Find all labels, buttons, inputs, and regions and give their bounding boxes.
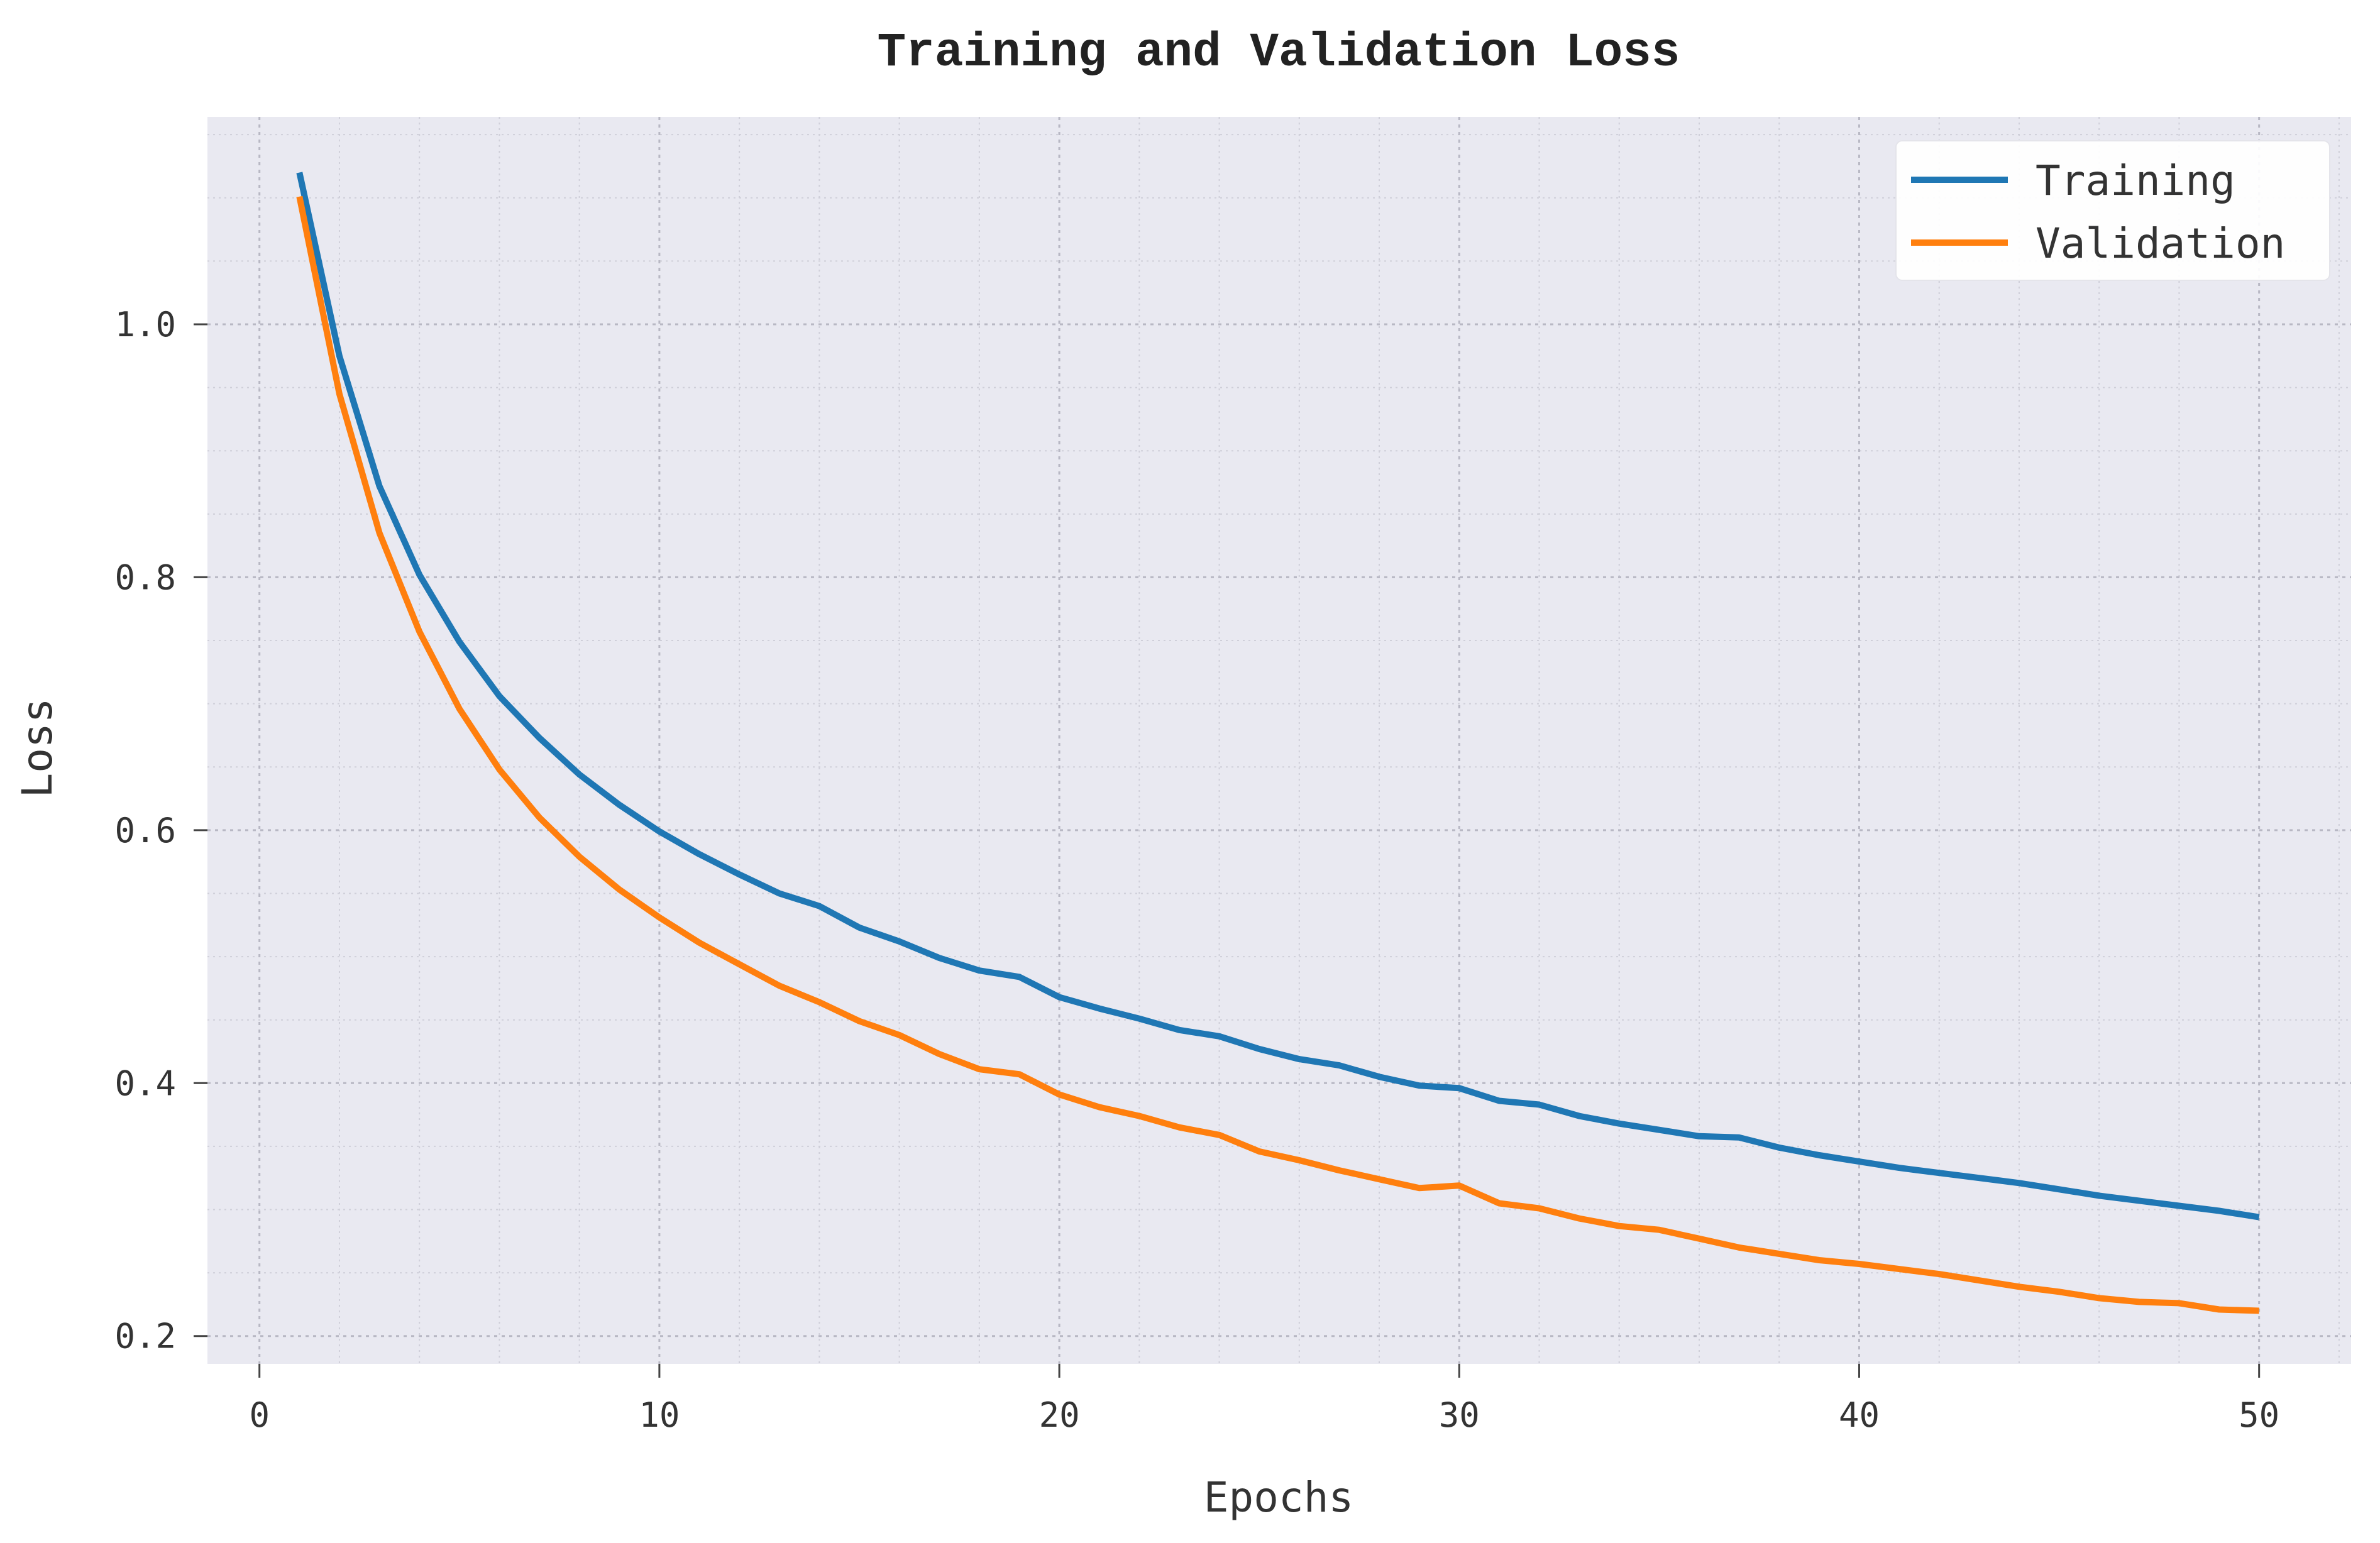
series-line-training [296,172,2260,1221]
x-tick-label: 50 [2239,1395,2279,1435]
x-tick-label: 30 [1439,1395,1480,1435]
y-tick-label: 1.0 [114,305,176,344]
y-axis-label: Loss [13,698,62,798]
series-line-validation [296,195,2259,1314]
x-tick-label: 20 [1039,1395,1080,1435]
plot-background [207,117,2351,1364]
legend-label-validation: Validation [2036,219,2285,268]
minor-grid [207,117,2351,1364]
y-tick-label: 0.4 [114,1063,176,1103]
x-tick-label: 0 [249,1395,270,1435]
y-tick-label: 0.6 [114,811,176,850]
axes: 0 10 20 30 40 50 0.2 0.4 0.6 0.8 1.0 [114,305,2279,1435]
chart-title: Training and Validation Loss [877,26,1680,80]
x-axis-label: Epochs [1204,1473,1353,1522]
x-tick-label: 10 [639,1395,680,1435]
series-layer [296,172,2260,1314]
y-tick-label: 0.8 [114,557,176,597]
x-tick-label: 40 [1839,1395,1880,1435]
legend-label-training: Training [2036,156,2235,205]
legend: Training Validation [1895,140,2330,281]
major-grid [207,117,2351,1364]
y-tick-label: 0.2 [114,1317,176,1356]
